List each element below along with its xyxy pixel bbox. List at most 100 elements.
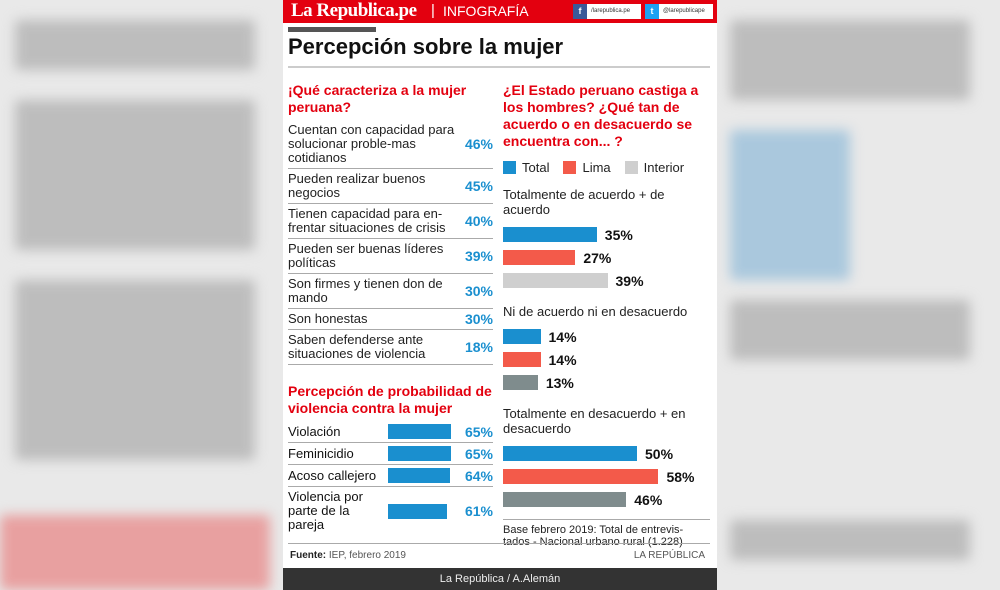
list-item: Son firmes y tienen don de mando 30% (288, 274, 493, 309)
group-label: Totalmente de acuerdo + de acuerdo (503, 187, 665, 217)
item-label: Saben defenderse ante situaciones de vio… (288, 332, 426, 361)
bar-track (388, 446, 459, 461)
bar-row: Violación 65% (288, 421, 493, 443)
facebook-link[interactable]: f/larepublica.pe (573, 4, 641, 19)
bar-label: Violencia por parte de la pareja (288, 489, 363, 532)
bar-row: Feminicidio 65% (288, 443, 493, 465)
bar-value: 35% (604, 226, 633, 243)
twitter-link[interactable]: t @larepublicape (645, 4, 713, 19)
item-value: 46% (464, 136, 493, 152)
bar-row: 35% (503, 223, 710, 246)
list-item: Son honestas 30% (288, 309, 493, 330)
item-label: Son firmes y tienen don de mando (288, 276, 443, 305)
item-label: Pueden ser buenas líderes políticas (288, 241, 444, 270)
base-note: Base febrero 2019: Total de entrevis-tad… (503, 519, 710, 548)
logo[interactable]: La Republica.pe (291, 0, 417, 21)
infographic: La Republica.pe | INFOGRAFÍA f/larepubli… (283, 0, 717, 590)
bar (388, 468, 451, 483)
bar-label: Acoso callejero (288, 467, 377, 483)
section-label: INFOGRAFÍA (443, 3, 529, 19)
author-credit: La República / A.Alemán (283, 568, 717, 590)
left-heading: ¡Qué caracteriza a la mujer peruana? (288, 82, 467, 115)
source: Fuente: IEP, febrero 2019 (290, 550, 406, 561)
list-item: Pueden ser buenas líderes políticas 39% (288, 239, 493, 274)
bar-value: 65% (464, 445, 493, 462)
bar-row: 50% (503, 442, 710, 465)
bar-row: 14% (503, 325, 710, 348)
right-heading: ¿El Estado peruano castiga a los hombres… (503, 82, 699, 149)
group-label: Totalmente en desacuerdo + en desacuerdo (503, 406, 686, 436)
bar-row: 58% (503, 465, 710, 488)
bar-row: 46% (503, 488, 710, 511)
header-bar: La Republica.pe | INFOGRAFÍA f/larepubli… (283, 0, 717, 23)
divider (288, 66, 710, 68)
bar (503, 375, 538, 390)
right-column: ¿El Estado peruano castiga a los hombres… (503, 82, 710, 548)
bar-track (388, 503, 459, 519)
bar-value: 58% (666, 468, 695, 485)
group-label: Ni de acuerdo ni en desacuerdo (503, 304, 688, 319)
legend-swatch (563, 161, 577, 174)
bar (503, 352, 541, 367)
bar (503, 469, 659, 484)
item-label: Tienen capacidad para en-frentar situaci… (288, 206, 446, 235)
bar-value: 50% (645, 445, 674, 462)
facebook-icon: f (573, 4, 587, 19)
bar-label: Violación (288, 423, 341, 439)
bar-row: Violencia por parte de la pareja 61% (288, 487, 493, 535)
legend: Total Lima Interior (503, 160, 710, 175)
bar (388, 424, 452, 439)
item-value: 39% (464, 248, 493, 264)
brand-credit: LA REPÚBLICA (633, 550, 705, 561)
bar-row: 39% (503, 269, 710, 292)
legend-lima: Lima (563, 160, 611, 175)
bar-value: 65% (464, 423, 493, 440)
twitter-icon: t (645, 4, 659, 19)
item-label: Cuentan con capacidad para solucionar pr… (288, 122, 455, 165)
divider (288, 543, 710, 544)
bar (503, 446, 637, 461)
background-blur (15, 100, 255, 250)
item-value: 45% (464, 178, 493, 194)
legend-swatch (624, 161, 638, 174)
bar-track (388, 424, 459, 439)
bar (503, 273, 608, 288)
bar-row: 14% (503, 348, 710, 371)
legend-interior: Interior (624, 160, 684, 175)
list-item: Saben defenderse ante situaciones de vio… (288, 330, 493, 365)
bar-row: 27% (503, 246, 710, 269)
background-blur (0, 515, 270, 590)
violence-heading: Percepción de probabilidad de violencia … (288, 383, 492, 416)
bar-value: 13% (545, 374, 574, 391)
item-value: 18% (464, 339, 493, 355)
bar-value: 14% (548, 328, 577, 345)
separator: | (431, 2, 435, 19)
item-value: 30% (464, 283, 493, 299)
left-column: ¡Qué caracteriza a la mujer peruana? Cue… (288, 82, 493, 535)
list-item: Tienen capacidad para en-frentar situaci… (288, 204, 493, 239)
background-blur (730, 520, 970, 560)
legend-total: Total (503, 160, 549, 175)
agreement-chart: Totalmente de acuerdo + de acuerdo 35% 27%… (503, 175, 710, 511)
background-blur (730, 130, 850, 280)
bar-value: 39% (615, 272, 644, 289)
bar-value: 61% (464, 503, 493, 519)
list-item: Cuentan con capacidad para solucionar pr… (288, 120, 493, 169)
background-blur (730, 20, 970, 100)
bar (503, 227, 597, 242)
item-label: Son honestas (288, 311, 368, 326)
bar (503, 329, 541, 344)
bar-label: Feminicidio (288, 445, 354, 461)
item-value: 30% (464, 311, 493, 327)
legend-swatch (503, 161, 516, 174)
bar-row: Acoso callejero 64% (288, 465, 493, 487)
bar-value: 64% (464, 467, 493, 484)
page-title: Percepción sobre la mujer (288, 34, 564, 59)
title-accent (288, 27, 376, 32)
item-label: Pueden realizar buenos negocios (288, 171, 426, 200)
background-blur (15, 280, 255, 460)
item-value: 40% (464, 213, 493, 229)
list-item: Pueden realizar buenos negocios 45% (288, 169, 493, 204)
bar-value: 46% (634, 491, 663, 508)
bar (503, 492, 627, 507)
